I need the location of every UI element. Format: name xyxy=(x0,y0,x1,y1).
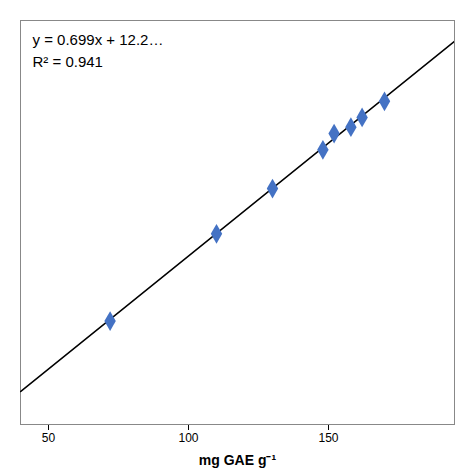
svg-text:mg GAE g⁻¹: mg GAE g⁻¹ xyxy=(199,452,277,468)
svg-text:150: 150 xyxy=(318,431,338,445)
svg-text:y = 0.699x + 12.2…: y = 0.699x + 12.2… xyxy=(33,31,164,48)
svg-text:R² = 0.941: R² = 0.941 xyxy=(33,53,103,70)
svg-text:50: 50 xyxy=(42,431,56,445)
svg-text:100: 100 xyxy=(178,431,198,445)
